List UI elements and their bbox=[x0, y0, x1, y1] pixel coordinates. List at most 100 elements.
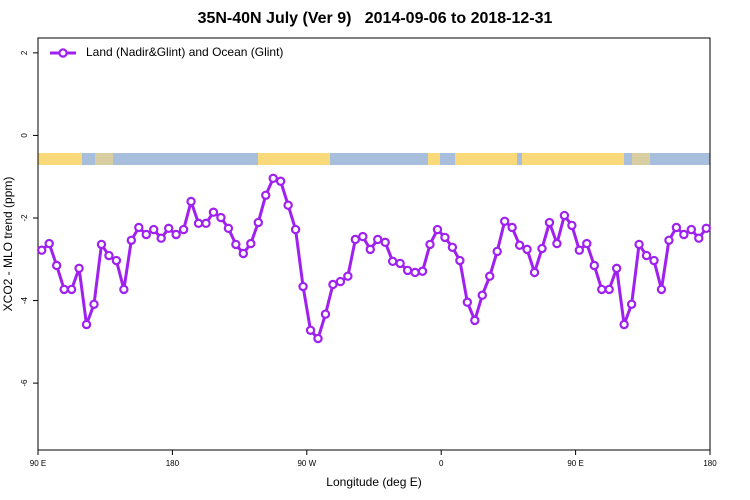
x-tick-label: 0 bbox=[439, 459, 444, 468]
data-point bbox=[231, 239, 241, 250]
data-point bbox=[223, 223, 234, 234]
data-point bbox=[216, 212, 226, 223]
data-point bbox=[604, 284, 614, 295]
data-point bbox=[656, 284, 667, 295]
data-point bbox=[59, 284, 69, 295]
data-point bbox=[597, 284, 607, 295]
data-point bbox=[395, 258, 405, 269]
y-tick-label: 2 bbox=[20, 50, 29, 55]
data-point bbox=[253, 217, 263, 228]
x-tick-label: 90 E bbox=[30, 459, 46, 468]
data-point bbox=[96, 239, 107, 250]
data-point bbox=[440, 232, 450, 243]
data-point bbox=[574, 245, 585, 255]
data-point bbox=[44, 238, 54, 249]
data-point bbox=[350, 234, 361, 245]
data-point bbox=[470, 315, 480, 326]
data-point bbox=[492, 246, 502, 257]
data-point bbox=[432, 224, 443, 235]
x-tick-label: 90 E bbox=[567, 459, 583, 468]
data-point bbox=[134, 222, 144, 233]
data-point bbox=[402, 265, 413, 276]
data-point bbox=[343, 271, 353, 281]
data-point bbox=[201, 218, 211, 229]
series-line bbox=[40, 176, 708, 342]
surface-strip bbox=[38, 153, 710, 165]
data-point bbox=[261, 190, 271, 200]
data-point bbox=[365, 244, 375, 255]
data-point bbox=[447, 242, 458, 253]
data-point bbox=[567, 220, 577, 231]
data-point bbox=[634, 239, 644, 250]
y-tick-label: -2 bbox=[20, 214, 29, 222]
data-point bbox=[283, 200, 293, 210]
data-point bbox=[119, 284, 129, 295]
data-point bbox=[186, 196, 196, 207]
data-point bbox=[477, 290, 487, 300]
data-point bbox=[178, 224, 189, 235]
data-point bbox=[679, 229, 689, 240]
data-point bbox=[380, 237, 390, 248]
data-point bbox=[499, 216, 510, 226]
data-point bbox=[313, 333, 323, 344]
data-point bbox=[89, 299, 99, 309]
data-point bbox=[455, 255, 465, 266]
data-point bbox=[529, 267, 540, 278]
data-point bbox=[328, 279, 338, 290]
data-point bbox=[149, 224, 159, 235]
y-tick-label: -6 bbox=[20, 379, 29, 387]
x-axis-label: Longitude (deg E) bbox=[326, 475, 421, 489]
plot-frame bbox=[37, 37, 711, 451]
data-point bbox=[425, 239, 435, 250]
data-point bbox=[238, 248, 249, 259]
data-point bbox=[358, 231, 368, 242]
data-point bbox=[373, 234, 383, 245]
data-point bbox=[246, 238, 256, 249]
data-point bbox=[462, 297, 473, 307]
data-point bbox=[611, 263, 622, 274]
data-point bbox=[589, 260, 599, 271]
data-point bbox=[514, 240, 525, 250]
data-point bbox=[111, 255, 122, 266]
data-point bbox=[51, 260, 62, 271]
data-point bbox=[410, 267, 420, 278]
data-point bbox=[37, 245, 47, 255]
legend-label: Land (Nadir&Glint) and Ocean (Glint) bbox=[86, 45, 283, 59]
x-tick-label: 180 bbox=[166, 459, 180, 468]
data-point bbox=[208, 207, 219, 217]
data-point bbox=[104, 250, 114, 261]
data-point bbox=[552, 238, 562, 249]
data-point bbox=[171, 229, 181, 240]
data-point bbox=[387, 256, 398, 267]
data-point bbox=[290, 224, 301, 235]
data-point bbox=[537, 243, 547, 254]
data-point bbox=[507, 222, 517, 233]
x-tick-label: 90 W bbox=[297, 459, 316, 468]
data-point bbox=[694, 233, 704, 243]
data-point bbox=[66, 284, 77, 295]
data-point bbox=[193, 218, 204, 229]
data-point bbox=[664, 235, 674, 245]
data-point bbox=[641, 250, 652, 261]
data-point bbox=[305, 325, 316, 335]
data-point bbox=[417, 266, 428, 276]
data-point bbox=[522, 244, 532, 255]
data-point bbox=[141, 229, 151, 240]
data-point bbox=[701, 223, 711, 234]
y-tick-label: -4 bbox=[20, 296, 29, 304]
data-point bbox=[275, 176, 286, 186]
data-point bbox=[126, 235, 137, 245]
data-point bbox=[544, 217, 555, 228]
data-point bbox=[156, 233, 166, 243]
data-point bbox=[582, 238, 592, 249]
chart-title: 35N-40N July (Ver 9) 2014-09-06 to 2018-… bbox=[198, 10, 553, 27]
y-axis-label: XCO2 - MLO trend (ppm) bbox=[1, 177, 15, 312]
data-point bbox=[320, 309, 331, 319]
data-point bbox=[485, 271, 495, 281]
data-point bbox=[268, 173, 278, 184]
x-tick-label: 180 bbox=[703, 459, 717, 468]
legend-marker bbox=[58, 48, 68, 58]
data-point bbox=[626, 299, 637, 309]
data-point bbox=[74, 263, 84, 274]
data-point bbox=[335, 276, 346, 287]
